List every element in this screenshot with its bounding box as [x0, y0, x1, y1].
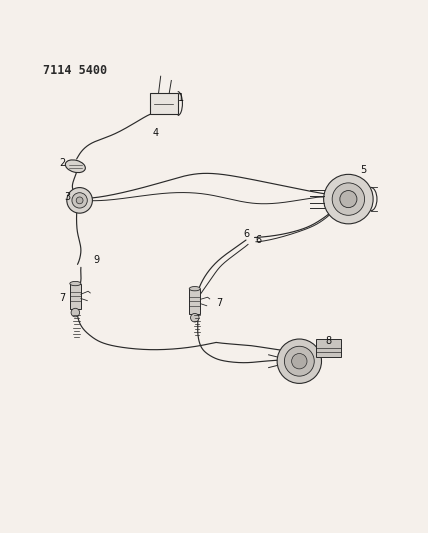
Ellipse shape: [65, 160, 85, 173]
Circle shape: [332, 183, 365, 215]
Circle shape: [277, 339, 321, 383]
Circle shape: [190, 313, 199, 322]
Circle shape: [291, 353, 307, 369]
Text: 8: 8: [325, 336, 331, 346]
Bar: [316, 339, 341, 357]
Text: 2: 2: [59, 158, 66, 168]
Circle shape: [67, 188, 92, 213]
Text: 6: 6: [256, 235, 262, 245]
Text: 4: 4: [152, 128, 158, 139]
Circle shape: [284, 346, 314, 376]
Bar: [150, 93, 178, 114]
Circle shape: [72, 193, 87, 208]
Text: 6: 6: [243, 229, 249, 239]
Text: 7114 5400: 7114 5400: [43, 64, 107, 77]
Circle shape: [71, 308, 80, 317]
Text: 7: 7: [59, 294, 66, 303]
Text: 9: 9: [94, 255, 100, 265]
Text: 1: 1: [178, 93, 184, 103]
Circle shape: [76, 197, 83, 204]
Text: 5: 5: [360, 165, 366, 175]
Ellipse shape: [189, 287, 200, 291]
Bar: [189, 289, 200, 314]
Ellipse shape: [70, 281, 81, 286]
Circle shape: [324, 174, 373, 224]
Circle shape: [340, 191, 357, 208]
Text: 7: 7: [216, 298, 223, 308]
Bar: [70, 284, 81, 309]
Text: 3: 3: [64, 192, 70, 203]
